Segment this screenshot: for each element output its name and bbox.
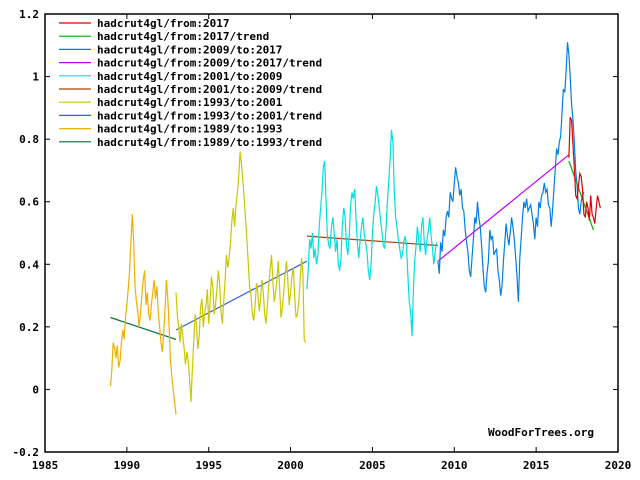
legend-label: hadcrut4gl/from:2009/to:2017/trend xyxy=(97,57,322,70)
x-tick-label: 1985 xyxy=(32,459,59,472)
legend-label: hadcrut4gl/from:1989/to:1993 xyxy=(97,123,282,136)
y-axis: -0.2 0 0.2 0.4 0.6 0.8 1 1.2 xyxy=(13,8,618,459)
series-layer xyxy=(109,42,601,415)
series-hadcrut4gl-from-2009-to-2017-trend xyxy=(437,154,570,262)
series-hadcrut4gl-from-2009-to-2017 xyxy=(437,42,585,302)
series-hadcrut4gl-from-2001-to-2009 xyxy=(306,129,438,337)
legend-label: hadcrut4gl/from:2017/trend xyxy=(97,30,269,43)
legend-label: hadcrut4gl/from:2009/to:2017 xyxy=(97,43,282,56)
y-tick-label: -0.2 xyxy=(13,446,40,459)
x-tick-label: 2015 xyxy=(523,459,550,472)
legend-label: hadcrut4gl/from:1993/to:2001 xyxy=(97,96,283,109)
legend-label: hadcrut4gl/from:2001/to:2009/trend xyxy=(97,83,322,96)
series-hadcrut4gl-from-1989-to-1993-trend xyxy=(110,316,177,340)
series-hadcrut4gl-from-1989-to-1993 xyxy=(109,214,177,415)
x-tick-label: 2020 xyxy=(605,459,632,472)
credit-label: WoodForTrees.org xyxy=(488,426,594,439)
y-tick-label: 0.6 xyxy=(19,196,39,209)
plot-frame xyxy=(44,13,619,453)
y-tick-label: 1 xyxy=(32,71,39,84)
y-tick-label: 0.2 xyxy=(19,321,39,334)
legend: hadcrut4gl/from:2017hadcrut4gl/from:2017… xyxy=(59,17,322,149)
x-tick-label: 2005 xyxy=(359,459,386,472)
x-tick-label: 2010 xyxy=(441,459,468,472)
x-tick-label: 1990 xyxy=(114,459,141,472)
y-tick-label: 0.4 xyxy=(19,258,39,271)
series-hadcrut4gl-from-1993-to-2001 xyxy=(175,151,307,402)
series-hadcrut4gl-from-2017 xyxy=(568,116,601,224)
y-tick-label: 0 xyxy=(32,383,39,396)
x-tick-label: 2000 xyxy=(277,459,304,472)
y-tick-label: 1.2 xyxy=(19,8,39,21)
x-tick-label: 1995 xyxy=(195,459,222,472)
y-tick-label: 0.8 xyxy=(19,133,39,146)
legend-label: hadcrut4gl/from:1993/to:2001/trend xyxy=(97,109,322,122)
legend-label: hadcrut4gl/from:2017 xyxy=(97,17,229,30)
x-axis: 1985 1990 1995 2000 2005 2010 2015 2020 xyxy=(32,14,632,472)
legend-label: hadcrut4gl/from:1989/to:1993/trend xyxy=(97,136,322,149)
legend-label: hadcrut4gl/from:2001/to:2009 xyxy=(97,70,282,83)
